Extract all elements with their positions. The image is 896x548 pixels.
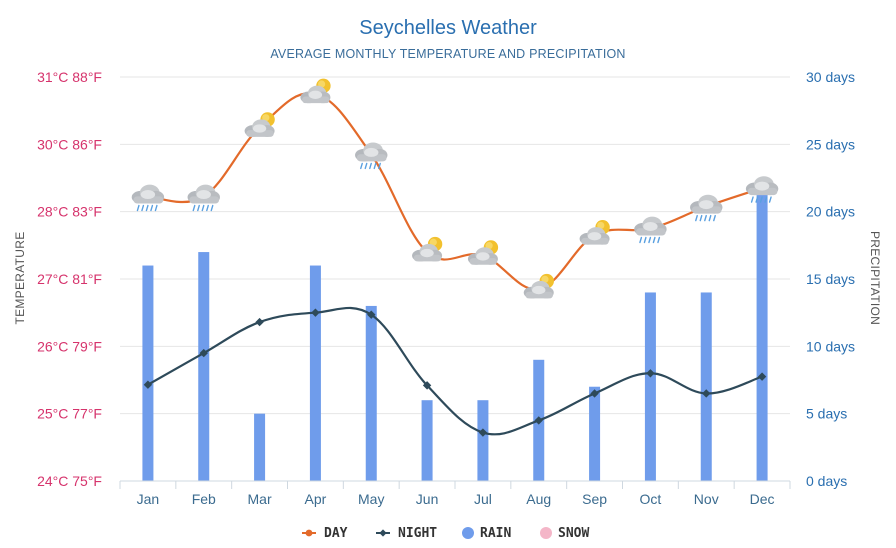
night-point-apr xyxy=(311,308,320,317)
sun-cloud-icon xyxy=(523,273,554,299)
legend-item-rain[interactable]: RAIN xyxy=(462,526,511,541)
right-tick-label: 10 days xyxy=(806,338,855,354)
x-tick-label-jun: Jun xyxy=(416,491,439,507)
x-tick-label-feb: Feb xyxy=(192,491,216,507)
legend-item-snow[interactable]: SNOW xyxy=(540,526,589,541)
rain-cloud-icon xyxy=(187,184,220,212)
night-line xyxy=(147,306,763,436)
x-tick-label-aug: Aug xyxy=(526,491,551,507)
left-tick-label: 25°C 77°F xyxy=(37,406,102,422)
night-point-jul xyxy=(478,428,488,437)
rain-bar-apr xyxy=(309,265,321,481)
x-tick-label-mar: Mar xyxy=(248,491,272,507)
rain-bar-nov xyxy=(700,292,712,481)
night-point-jun xyxy=(422,381,432,390)
night-point-aug xyxy=(534,416,543,425)
rain-bar-oct xyxy=(644,292,656,481)
rain-bar-jun xyxy=(421,400,433,481)
x-tick-label-apr: Apr xyxy=(305,491,327,507)
x-tick-label-may: May xyxy=(358,491,384,507)
legend: DAY NIGHT RAIN SNOW xyxy=(302,526,589,541)
x-tick-label-dec: Dec xyxy=(750,491,775,507)
sun-cloud-icon xyxy=(300,78,331,104)
rain-cloud-icon xyxy=(355,142,388,170)
right-tick-label: 15 days xyxy=(806,271,855,287)
chart-subtitle: AVERAGE MONTHLY TEMPERATURE AND PRECIPIT… xyxy=(270,47,625,61)
chart-title: Seychelles Weather xyxy=(359,17,537,39)
night-point-sep xyxy=(590,389,599,398)
left-tick-label: 26°C 79°F xyxy=(37,338,102,354)
legend-label: DAY xyxy=(324,526,348,541)
x-tick-label-jul: Jul xyxy=(474,491,492,507)
night-point-jan xyxy=(143,380,153,389)
day-line xyxy=(147,92,763,291)
rain-bar-may xyxy=(365,305,377,481)
legend-label: SNOW xyxy=(558,526,589,541)
rain-bar-jan xyxy=(142,265,154,481)
sun-cloud-icon xyxy=(244,112,275,137)
right-tick-label: 25 days xyxy=(806,136,855,152)
left-tick-label: 24°C 75°F xyxy=(37,473,102,489)
x-tick-label-oct: Oct xyxy=(640,491,662,507)
right-axis-title: PRECIPITATION xyxy=(868,231,882,325)
left-tick-label: 28°C 83°F xyxy=(37,204,102,220)
legend-label: NIGHT xyxy=(398,526,437,541)
rain-cloud-icon xyxy=(745,176,779,203)
sun-cloud-icon xyxy=(579,220,610,245)
rain-bar-dec xyxy=(756,184,768,481)
sun-cloud-icon xyxy=(467,240,499,265)
legend-item-day[interactable]: DAY xyxy=(302,526,348,541)
left-tick-label: 27°C 81°F xyxy=(37,271,102,287)
x-tick-label-sep: Sep xyxy=(582,491,607,507)
right-tick-label: 5 days xyxy=(806,406,847,422)
legend-label: RAIN xyxy=(480,526,511,541)
x-tick-label-jan: Jan xyxy=(137,491,160,507)
rain-bar-jul xyxy=(477,400,489,481)
night-point-may xyxy=(367,310,376,319)
rain-cloud-icon xyxy=(690,194,723,222)
rain-bar-mar xyxy=(254,413,266,481)
night-point-dec xyxy=(757,372,767,381)
legend-item-night[interactable]: NIGHT xyxy=(376,526,437,541)
night-point-mar xyxy=(255,317,264,327)
night-point-oct xyxy=(646,369,655,378)
rain-bar-sep xyxy=(589,386,601,481)
right-tick-label: 30 days xyxy=(806,69,855,85)
rain-bar-feb xyxy=(198,252,210,481)
left-tick-label: 30°C 86°F xyxy=(37,136,102,152)
right-tick-label: 20 days xyxy=(806,204,855,220)
rain-cloud-icon xyxy=(131,184,165,212)
left-axis-title: TEMPERATURE xyxy=(13,231,27,324)
right-tick-label: 0 days xyxy=(806,473,847,489)
night-point-feb xyxy=(199,348,208,358)
night-point-nov xyxy=(702,389,711,398)
left-tick-label: 31°C 88°F xyxy=(37,69,102,85)
x-tick-label-nov: Nov xyxy=(694,491,719,507)
rain-cloud-icon xyxy=(634,216,667,244)
